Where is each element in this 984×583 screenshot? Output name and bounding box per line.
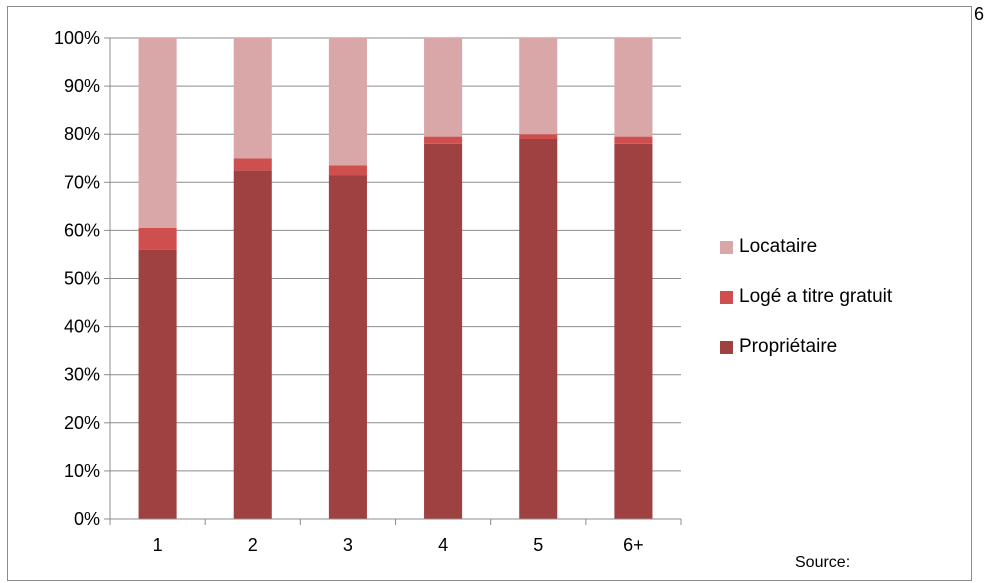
y-tick-label: 80% [64, 124, 100, 144]
source-label: Source: [795, 554, 851, 571]
y-tick-label: 50% [64, 269, 100, 289]
bar-loge-a-titre-gratuit [328, 165, 367, 176]
y-tick-label: 30% [64, 365, 100, 385]
y-tick-label: 90% [64, 76, 100, 96]
bar-proprietaire [424, 143, 463, 519]
bars [138, 38, 653, 519]
y-tick-label: 40% [64, 317, 100, 337]
chart-frame [7, 6, 972, 581]
legend-swatch-proprietaire [720, 340, 733, 354]
legend-swatch-locataire [720, 240, 733, 254]
legend-label-proprietaire: Propriétaire [739, 336, 838, 357]
page-number: 6 [974, 4, 984, 24]
bar-loge-a-titre-gratuit [424, 136, 463, 144]
bar-locataire [519, 38, 558, 135]
legend-swatch-loge-gratuit [720, 290, 733, 304]
y-tick-label: 0% [74, 509, 100, 529]
bar-proprietaire [328, 175, 367, 519]
bar-locataire [328, 38, 367, 166]
bar-loge-a-titre-gratuit [233, 158, 272, 171]
y-tick-label: 10% [64, 461, 100, 481]
y-tick-label: 60% [64, 220, 100, 240]
y-tick-label: 20% [64, 413, 100, 433]
x-tick-label: 6+ [623, 535, 644, 555]
x-tick-label: 1 [153, 535, 163, 555]
x-tick-label: 3 [343, 535, 353, 555]
bar-loge-a-titre-gratuit [614, 136, 653, 144]
legend-item-proprietaire: Propriétaire [720, 336, 837, 358]
x-tick-label: 5 [533, 535, 543, 555]
bar-loge-a-titre-gratuit [138, 227, 177, 250]
x-axis-tick-labels: 1 2 3 4 5 6+ [153, 535, 644, 555]
legend-item-locataire: Locataire [720, 236, 817, 258]
x-tick-label: 2 [248, 535, 258, 555]
axes [104, 37, 682, 525]
x-tick-label: 4 [438, 535, 448, 555]
bar-loge-a-titre-gratuit [519, 134, 558, 140]
bar-locataire [233, 38, 272, 159]
gridlines [110, 37, 681, 472]
bar-locataire [138, 38, 177, 228]
y-tick-label: 70% [64, 172, 100, 192]
legend-label-loge-gratuit: Logé a titre gratuit [739, 286, 893, 307]
bar-proprietaire [138, 249, 177, 519]
bar-proprietaire [614, 143, 653, 519]
y-axis-tick-labels: 0% 10% 20% 30% 40% 50% 60% 70% 80% 90% 100% [54, 28, 100, 529]
bar-locataire [614, 38, 653, 137]
legend-label-locataire: Locataire [739, 236, 818, 257]
legend-item-loge-gratuit: Logé a titre gratuit [720, 286, 892, 308]
y-tick-label: 100% [54, 28, 100, 48]
bar-proprietaire [233, 170, 272, 519]
bar-locataire [424, 38, 463, 137]
bar-proprietaire [519, 139, 558, 519]
